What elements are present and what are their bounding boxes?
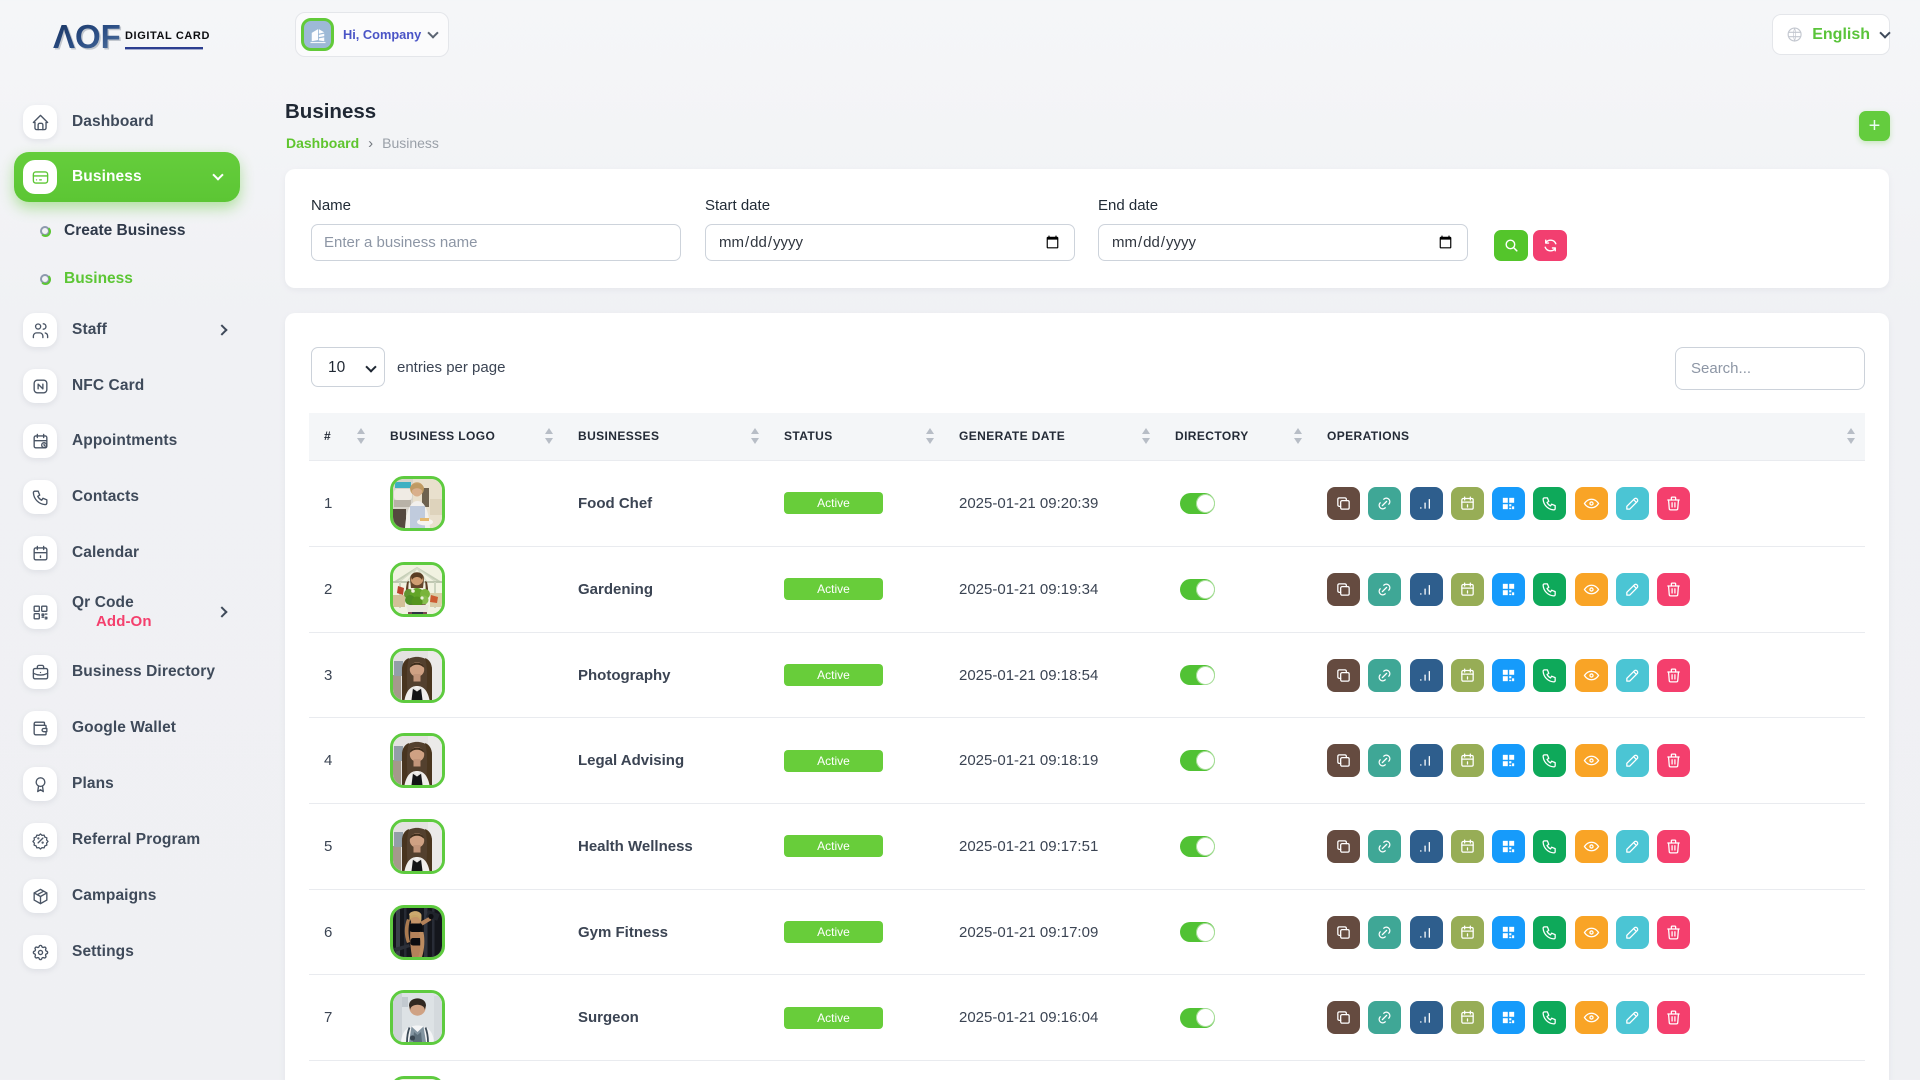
svg-text:DIGITAL CARD: DIGITAL CARD: [125, 30, 210, 42]
svg-text:ΛOF: ΛOF: [53, 22, 121, 55]
svg-text:ΛOF: ΛOF: [55, 22, 123, 56]
